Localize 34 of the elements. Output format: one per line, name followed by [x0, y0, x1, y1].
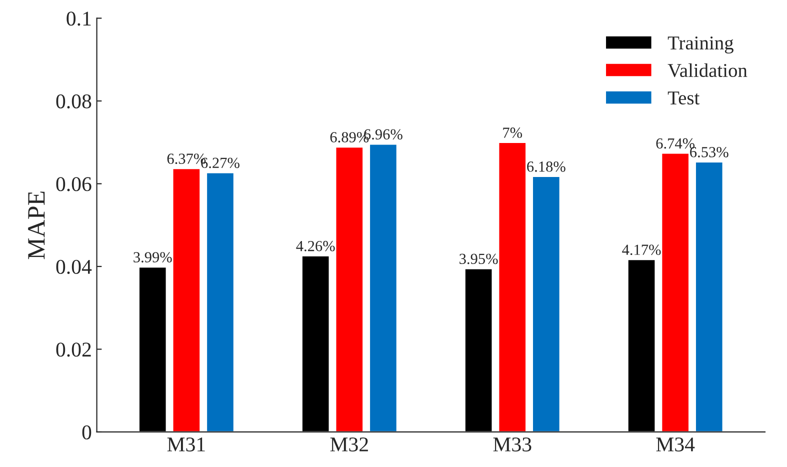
bar [138, 266, 168, 432]
data-label: 6.74% [656, 138, 695, 149]
y-tick-label: 0.08 [56, 94, 92, 108]
data-label: 3.99% [134, 252, 172, 262]
y-tick-label: 0.02 [56, 342, 91, 357]
bar [532, 176, 561, 432]
y-tick-label: 0.06 [56, 177, 92, 192]
legend-label: Training [668, 36, 734, 54]
bar [368, 143, 398, 432]
data-label: 6.18% [527, 161, 566, 172]
data-label: 4.26% [296, 240, 335, 252]
bar [172, 168, 201, 432]
bar [301, 255, 330, 432]
x-tick-label: M34 [656, 437, 695, 452]
bar [334, 146, 364, 432]
bar [660, 152, 690, 432]
y-axis-title: MAPE [28, 192, 45, 260]
legend-label: Validation [668, 63, 748, 78]
data-label: 6.53% [690, 146, 728, 158]
data-label: 4.17% [622, 244, 661, 256]
legend-label: Test [668, 92, 700, 105]
bar [498, 142, 527, 432]
x-tick-label: M31 [167, 437, 205, 452]
bar [626, 258, 656, 432]
data-label: 3.95% [460, 254, 498, 264]
bar [464, 268, 494, 432]
bar [206, 172, 235, 432]
y-tick-label: 0.04 [56, 260, 92, 274]
y-tick-label: 0 [82, 425, 92, 440]
x-tick-label: M33 [493, 437, 532, 452]
data-label: 7% [503, 128, 522, 138]
x-tick-label: M32 [330, 437, 368, 452]
y-tick-label: 0.1 [66, 12, 91, 26]
bar [694, 161, 724, 432]
